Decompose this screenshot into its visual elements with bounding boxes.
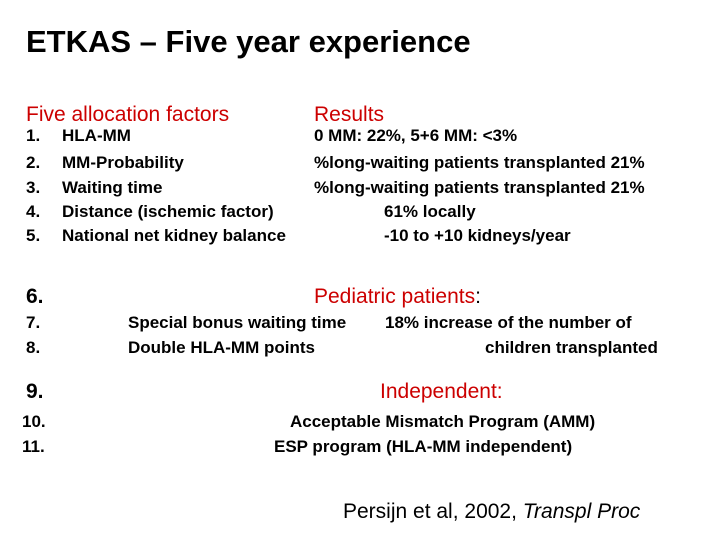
factor-label: Distance (ischemic factor) [62,202,274,221]
factor-result: 0 MM: 22%, 5+6 MM: <3% [314,126,518,145]
item-number: 7. [26,313,41,332]
factor-label: MM-Probability [62,153,184,172]
independent-heading: Independent: [380,380,503,403]
factor-result: %long-waiting patients transplanted 21% [314,178,645,197]
item-number: 9. [26,380,44,403]
independent-item: ESP program (HLA-MM independent) [274,437,573,456]
citation-authors: Persijn et al, 2002, [343,500,523,523]
results-header: Results [314,103,385,126]
pediatric-heading-text: Pediatric patients [314,285,476,308]
pediatric-result-line1: 18% increase of the number of [385,313,632,332]
factor-label: Waiting time [62,178,163,197]
factor-result: %long-waiting patients transplanted 21% [314,153,645,172]
pediatric-heading-colon: : [475,285,481,308]
pediatric-result-line2: children transplanted [485,338,658,357]
citation-journal: Transpl Proc [522,500,641,523]
pediatric-heading: Pediatric patients: [314,285,481,309]
item-number: 11. [22,437,45,456]
pediatric-item: Special bonus waiting time [128,313,347,332]
factor-result: -10 to +10 kidneys/year [384,226,571,245]
factor-number: 5. [26,226,41,245]
citation: Persijn et al, 2002, Transpl Proc [343,500,640,524]
factor-number: 3. [26,178,41,197]
factor-label: HLA-MM [62,126,131,145]
independent-item: Acceptable Mismatch Program (AMM) [290,412,596,431]
slide-title: ETKAS – Five year experience [26,24,471,59]
factor-label: National net kidney balance [62,226,286,245]
factor-number: 4. [26,202,41,221]
factor-number: 1. [26,126,41,145]
factors-header: Five allocation factors [26,103,230,126]
item-number: 10. [22,412,46,431]
factor-result: 61% locally [384,202,476,221]
item-number: 6. [26,285,44,308]
factor-number: 2. [26,153,41,172]
item-number: 8. [26,338,41,357]
pediatric-item: Double HLA-MM points [128,338,315,357]
